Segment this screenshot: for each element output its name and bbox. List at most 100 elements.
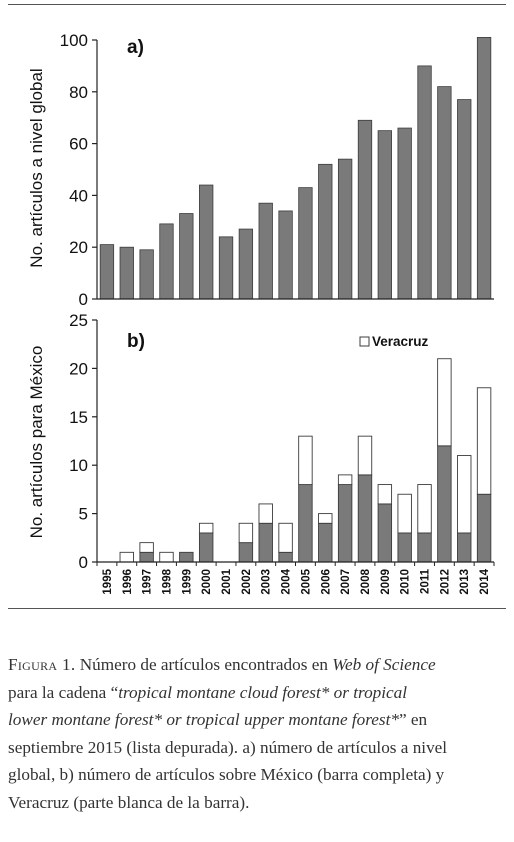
bar-b-2007-resto bbox=[337, 484, 353, 563]
chart-panel-b: 0 5 10 15 20 25 1995 1996 1997 1998 1999 2000 2001 20… bbox=[27, 311, 495, 595]
bar-a-2005 bbox=[298, 187, 313, 300]
bar-a-2008 bbox=[357, 119, 373, 300]
bar-b-2014-resto bbox=[476, 493, 492, 563]
x-tick-label: 2007 bbox=[340, 569, 352, 595]
x-tick-label: 1998 bbox=[161, 568, 173, 594]
y-tick-label: 5 bbox=[79, 505, 88, 524]
caption-italic: Web of Science bbox=[332, 655, 436, 674]
bar-b-2006-resto bbox=[318, 522, 333, 563]
y-axis-label-a: No. artículos a nivel global bbox=[27, 68, 46, 267]
panel-label-a: a) bbox=[127, 37, 144, 58]
bar-a-2014 bbox=[476, 37, 492, 300]
bar-b-2004-resto bbox=[278, 551, 293, 563]
bar-a-2003 bbox=[258, 202, 273, 300]
bar-b-2002-resto bbox=[238, 542, 254, 563]
bar-b-2005-resto bbox=[298, 484, 313, 563]
bar-b-2004-veracruz bbox=[278, 522, 293, 553]
caption-text: Veracruz (parte blanca de la barra). bbox=[8, 792, 250, 812]
x-tick-label: 2008 bbox=[360, 568, 372, 594]
axes-b: 0 5 10 15 20 25 1995 1996 1997 1998 1999 2000 2001 20… bbox=[69, 311, 495, 595]
legend-label-veracruz: Veracruz bbox=[372, 334, 429, 349]
panel-label-b: b) bbox=[127, 331, 145, 352]
bar-b-2005-veracruz bbox=[298, 435, 313, 486]
x-tick-label: 2010 bbox=[400, 569, 412, 595]
caption-text: septiembre 2015 (lista depurada). a) núm… bbox=[8, 737, 448, 757]
bar-b-2012-veracruz bbox=[437, 358, 452, 447]
x-tick-label: 2005 bbox=[300, 568, 312, 594]
bar-a-2001 bbox=[218, 236, 234, 300]
bar-a-2013 bbox=[457, 99, 472, 300]
bar-b-2011-veracruz bbox=[417, 484, 432, 534]
y-tick-label: 25 bbox=[69, 311, 88, 330]
x-tick-label: 2002 bbox=[241, 569, 253, 595]
y-tick-label: 0 bbox=[79, 553, 88, 572]
bar-a-2010 bbox=[397, 127, 412, 300]
bar-a-1996 bbox=[119, 246, 134, 300]
y-tick-label: 80 bbox=[69, 83, 88, 102]
x-tick-label: 2006 bbox=[320, 569, 332, 595]
y-tick-label: 20 bbox=[69, 359, 88, 378]
bar-a-2004 bbox=[278, 210, 293, 300]
caption-figure-label: Figura 1. bbox=[8, 655, 76, 674]
x-tick-label: 2012 bbox=[439, 569, 451, 595]
bars-b bbox=[119, 358, 492, 563]
bar-b-1999-resto bbox=[179, 551, 194, 563]
chart-panel-a: 0 20 40 60 80 100 a) No. artículos a nivel gl… bbox=[27, 31, 494, 309]
bar-b-2011-resto bbox=[417, 532, 432, 563]
bar-b-2002-veracruz bbox=[238, 522, 254, 544]
x-tick-label: 2014 bbox=[479, 568, 491, 594]
bar-b-1998-veracruz bbox=[159, 551, 174, 563]
bar-a-2006 bbox=[318, 163, 333, 300]
bar-b-2007-veracruz bbox=[337, 474, 353, 486]
y-tick-label: 0 bbox=[79, 290, 88, 309]
bar-b-2006-veracruz bbox=[318, 513, 333, 524]
x-tick-label: 2009 bbox=[380, 569, 392, 595]
bar-b-2008-veracruz bbox=[357, 435, 373, 476]
bar-a-2002 bbox=[238, 228, 254, 300]
legend-b: Veracruz bbox=[359, 334, 429, 349]
x-tick-label: 2001 bbox=[221, 568, 233, 594]
bar-b-1997-veracruz bbox=[139, 542, 154, 553]
bar-b-1996-veracruz bbox=[119, 551, 134, 563]
x-tick-label: 2000 bbox=[201, 569, 213, 595]
bar-b-1997-resto bbox=[139, 551, 154, 563]
bottom-rule bbox=[8, 608, 506, 609]
y-tick-label: 10 bbox=[69, 456, 88, 475]
axes-a: 0 20 40 60 80 100 bbox=[60, 31, 494, 309]
bar-b-2010-resto bbox=[397, 532, 412, 563]
bar-a-1997 bbox=[139, 249, 154, 300]
bar-b-2008-resto bbox=[357, 474, 373, 563]
bar-a-1999 bbox=[179, 213, 194, 300]
bar-a-1998 bbox=[159, 223, 174, 300]
y-tick-label: 15 bbox=[69, 408, 88, 427]
bar-b-2009-resto bbox=[377, 503, 393, 563]
bar-b-2000-veracruz bbox=[198, 522, 214, 534]
bar-a-2000 bbox=[199, 184, 214, 300]
bar-a-2012 bbox=[437, 86, 452, 300]
x-tick-label: 1996 bbox=[122, 569, 134, 595]
y-tick-label: 20 bbox=[69, 238, 88, 257]
caption-text: global, b) número de artículos sobre Méx… bbox=[8, 765, 445, 785]
caption-italic: tropical montane cloud forest* or tropic… bbox=[118, 682, 408, 702]
x-tick-label: 2004 bbox=[281, 568, 293, 594]
bar-b-2010-veracruz bbox=[397, 493, 412, 534]
bar-b-2000-resto bbox=[198, 532, 214, 563]
x-tick-label: 1999 bbox=[181, 569, 193, 595]
bar-a-2007 bbox=[337, 158, 353, 300]
x-tick-label: 1997 bbox=[142, 569, 154, 595]
bar-a-2011 bbox=[417, 65, 432, 300]
bar-b-2003-veracruz bbox=[258, 503, 273, 524]
caption-italic: lower montane forest* or tropical upper … bbox=[8, 710, 399, 730]
y-tick-label: 60 bbox=[69, 135, 88, 154]
bars-a bbox=[99, 37, 492, 300]
y-tick-label: 100 bbox=[60, 31, 88, 50]
x-tick-label: 2013 bbox=[459, 569, 471, 595]
bar-b-2013-resto bbox=[457, 532, 472, 563]
y-axis-label-b: No. artículos para México bbox=[27, 346, 46, 539]
x-tick-label: 2011 bbox=[420, 568, 432, 594]
bar-b-2014-veracruz bbox=[476, 387, 492, 495]
figure-caption: Figura 1. Número de artículos encontrado… bbox=[8, 651, 508, 817]
legend-swatch-veracruz bbox=[359, 336, 370, 347]
caption-text: ” en bbox=[399, 710, 428, 730]
